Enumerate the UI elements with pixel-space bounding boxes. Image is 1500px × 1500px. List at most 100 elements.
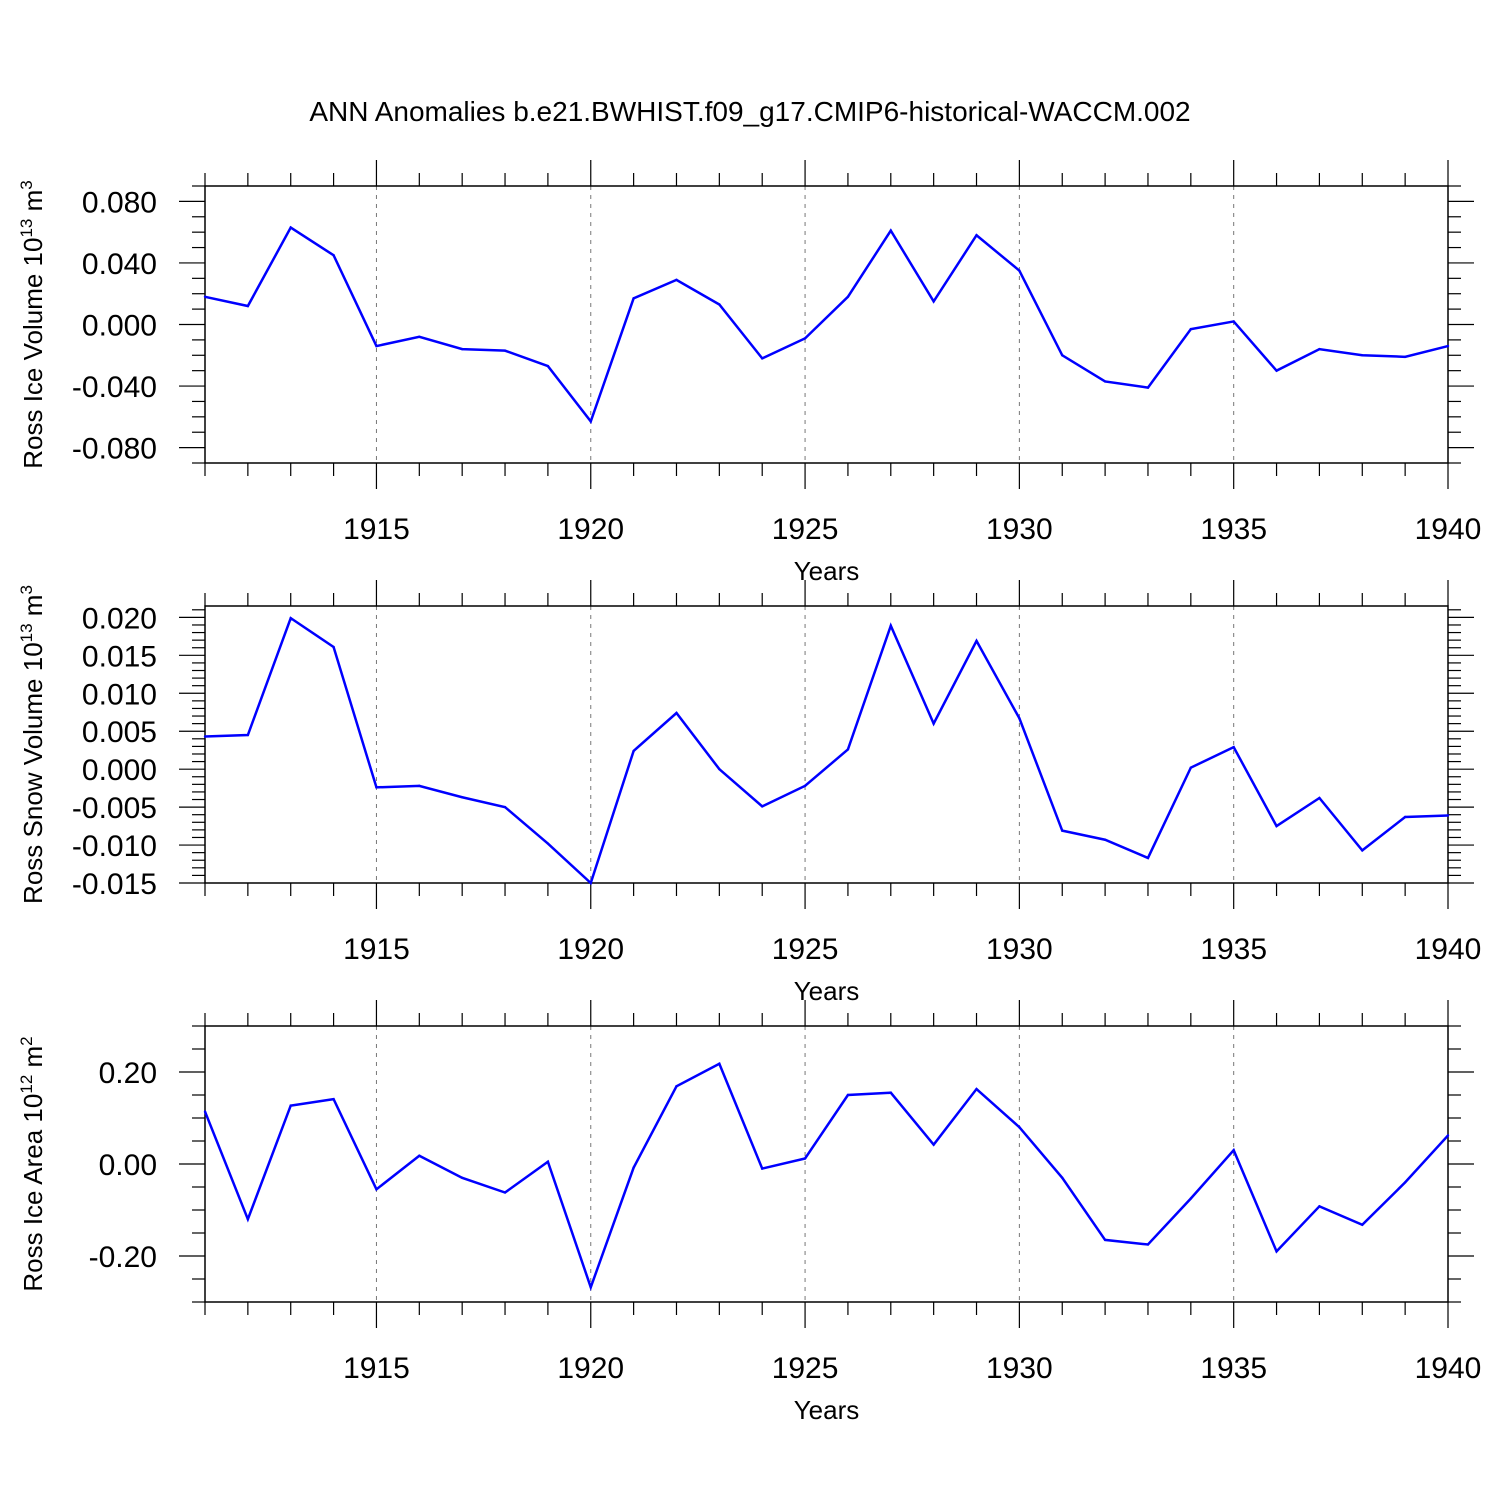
y-tick-label: 0.005 xyxy=(82,716,157,749)
data-point xyxy=(246,1218,250,1221)
series-line xyxy=(204,225,1449,425)
data-point xyxy=(589,420,592,423)
y-axis-label-part: m xyxy=(18,595,48,624)
data-point xyxy=(1146,856,1150,860)
y-axis-label-superscript: 13 xyxy=(17,623,36,642)
data-point xyxy=(675,711,678,715)
x-tick-label: 1915 xyxy=(343,1352,410,1385)
data-point xyxy=(1146,386,1150,389)
data-point xyxy=(418,1154,421,1157)
data-point xyxy=(503,1191,507,1194)
data-point xyxy=(332,254,335,257)
y-tick-label: 0.000 xyxy=(82,310,157,343)
y-tick-label: -0.005 xyxy=(72,792,157,825)
chart-panel-2: -0.015 -0.010 -0.005 0.000 0.005 0.010 0.015 0.… xyxy=(17,580,1481,1006)
y-tick-label: -0.20 xyxy=(89,1241,157,1274)
y-tick-label: 0.00 xyxy=(99,1149,157,1182)
x-tick-label: 1925 xyxy=(772,513,839,546)
data-point xyxy=(889,1091,892,1094)
data-point xyxy=(1232,1149,1235,1152)
data-point xyxy=(1318,1205,1321,1208)
data-point xyxy=(1061,1176,1064,1180)
y-axis-label-part: m xyxy=(18,190,48,219)
x-tick-label: 1915 xyxy=(343,513,410,546)
data-point xyxy=(803,784,807,788)
x-tick-label: 1920 xyxy=(557,1352,624,1385)
y-tick-label: 0.015 xyxy=(82,640,157,673)
data-point xyxy=(975,234,978,237)
data-point xyxy=(675,1085,678,1088)
chart-panel-3: -0.20 0.00 0.20 1915 1920 1925 1930 1935 1940 Yea… xyxy=(17,1000,1481,1425)
data-point xyxy=(203,1110,207,1113)
data-point xyxy=(589,1286,592,1289)
x-tick-label: 1930 xyxy=(986,933,1053,966)
y-axis-label-part: Ross Ice Area 10 xyxy=(18,1094,48,1292)
y-tick-label: -0.080 xyxy=(72,433,157,466)
data-point xyxy=(1189,327,1193,331)
y-tick-label: 0.020 xyxy=(82,602,157,635)
data-point xyxy=(375,786,378,789)
y-tick-label: 0.040 xyxy=(82,248,157,281)
series-line xyxy=(204,616,1449,886)
data-point xyxy=(1103,380,1107,383)
y-tick-label: 0.20 xyxy=(99,1057,157,1090)
data-point xyxy=(1446,1134,1450,1137)
chart-title: ANN Anomalies b.e21.BWHIST.f09_g17.CMIP6… xyxy=(309,96,1191,127)
data-point xyxy=(332,645,335,649)
plot-frame xyxy=(204,605,1449,884)
y-axis-label-superscript: 12 xyxy=(17,1075,36,1094)
data-point xyxy=(632,297,635,300)
x-tick-label: 1930 xyxy=(986,513,1053,546)
data-point xyxy=(1103,838,1107,841)
data-point xyxy=(1061,354,1064,357)
data-point xyxy=(546,842,550,845)
plot-frame xyxy=(204,1025,1449,1303)
x-axis-label: Years xyxy=(794,1395,860,1425)
data-point xyxy=(418,784,421,788)
x-tick-label: 1925 xyxy=(772,933,839,966)
data-point xyxy=(1061,829,1064,832)
y-tick-label: 0.010 xyxy=(82,678,157,711)
series-line xyxy=(203,1061,1449,1292)
data-point xyxy=(246,304,250,308)
y-axis-label-superscript: 3 xyxy=(17,585,36,594)
data-point xyxy=(932,300,935,303)
data-point xyxy=(803,337,807,340)
y-tick-label: -0.015 xyxy=(72,868,157,901)
data-point xyxy=(546,1160,550,1163)
x-tick-label: 1915 xyxy=(343,933,410,966)
data-point xyxy=(1403,355,1407,359)
y-axis-label: Ross Ice Area 1012 m2 xyxy=(17,1036,48,1291)
data-point xyxy=(1361,849,1364,852)
y-axis-label-part: m xyxy=(18,1046,48,1075)
y-tick-label: -0.040 xyxy=(72,371,157,404)
data-point xyxy=(718,1062,721,1065)
data-point xyxy=(846,748,850,751)
y-axis-label-part: Ross Snow Volume 10 xyxy=(18,642,48,904)
x-tick-label: 1935 xyxy=(1200,513,1267,546)
data-point xyxy=(932,1143,935,1146)
data-point xyxy=(1446,814,1450,817)
y-axis-label: Ross Snow Volume 1013 m3 xyxy=(17,585,48,904)
data-point xyxy=(975,1087,978,1091)
data-point xyxy=(1275,824,1278,828)
x-axis-label: Years xyxy=(794,556,860,586)
data-point xyxy=(1275,369,1278,372)
data-point xyxy=(1018,1126,1021,1129)
y-tick-label: -0.010 xyxy=(72,830,157,863)
data-point xyxy=(846,295,850,298)
data-point xyxy=(1275,1250,1278,1253)
y-axis-label-superscript: 3 xyxy=(17,180,36,189)
data-point xyxy=(718,303,721,306)
data-point xyxy=(460,347,464,351)
data-point xyxy=(418,335,421,339)
data-point xyxy=(1361,354,1364,357)
data-point xyxy=(889,624,892,627)
data-point xyxy=(761,1167,764,1170)
data-point xyxy=(1403,1181,1407,1184)
data-point xyxy=(1189,1197,1193,1200)
y-tick-label: 0.080 xyxy=(82,186,157,219)
x-tick-label: 1920 xyxy=(557,513,624,546)
x-tick-label: 1935 xyxy=(1200,1352,1267,1385)
